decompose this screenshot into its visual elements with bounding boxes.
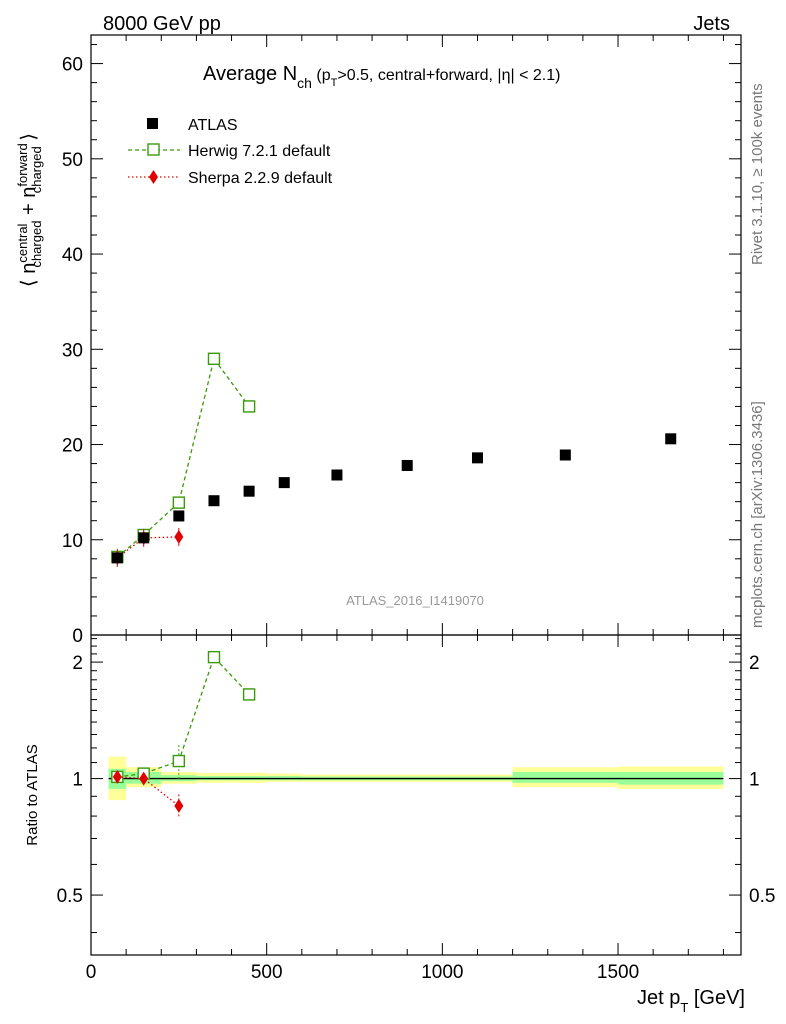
ratio-band-green-9 bbox=[512, 771, 619, 783]
main-atlas-point-3 bbox=[208, 495, 220, 507]
ratio-axis-ticks: 0.5 0.5 1 1 2 2 bbox=[57, 638, 775, 934]
ratio-sherpa-point-2 bbox=[174, 798, 184, 813]
rivet-version-label: Rivet 3.1.10, ≥ 100k events bbox=[749, 83, 766, 265]
main-atlas-point-4 bbox=[243, 485, 255, 497]
main-herwig-series bbox=[111, 352, 256, 564]
ratio-sherpa-line bbox=[117, 776, 180, 807]
ratio-sherpa-point-1 bbox=[139, 771, 149, 786]
x-label-sub: T bbox=[680, 1000, 688, 1015]
main-atlas-point-8 bbox=[471, 452, 483, 464]
ratio-y-tick-label-1: 1 bbox=[72, 770, 83, 791]
ratio-herwig-point-3 bbox=[207, 650, 221, 664]
x-tick-label-2: 1000 bbox=[421, 962, 463, 983]
ratio-sherpa-series bbox=[112, 769, 184, 819]
main-atlas-point-5 bbox=[278, 477, 290, 489]
title-sub: ch bbox=[297, 75, 312, 91]
main-axis-ticks: 0 10 20 30 40 50 60 bbox=[62, 44, 741, 647]
main-herwig-point-4 bbox=[242, 400, 256, 413]
main-y-tick-label-5: 50 bbox=[62, 150, 83, 171]
x-tick-label-3: 1500 bbox=[597, 962, 639, 983]
y-label-plus: + n bbox=[18, 187, 40, 221]
main-herwig-line bbox=[116, 357, 250, 558]
main-sherpa-point-2 bbox=[174, 529, 184, 544]
energy-label: 8000 GeV pp bbox=[103, 13, 221, 35]
ratio-herwig-point-4 bbox=[242, 688, 256, 701]
main-y-tick-label-4: 40 bbox=[62, 245, 83, 266]
main-herwig-point-3 bbox=[207, 352, 221, 366]
title-cond-sub: T bbox=[331, 77, 338, 89]
y-label-open: ⟨ n bbox=[18, 263, 40, 287]
ratio-y-tick-label-2: 2 bbox=[72, 653, 83, 674]
title-cond-open: (p bbox=[312, 67, 331, 84]
y-label-forward-super: forward bbox=[15, 143, 30, 186]
legend-atlas-marker bbox=[147, 118, 158, 129]
y-label-charged-sub-1: charged bbox=[29, 221, 44, 268]
main-herwig-point-2 bbox=[172, 496, 186, 509]
ratio-y-tick-label-0: 0.5 bbox=[57, 886, 83, 907]
legend-sherpa-label: Sherpa 2.2.9 default bbox=[188, 170, 333, 187]
title-cond-rest: >0.5, central+forward, |η| < 2.1) bbox=[337, 67, 560, 84]
legend: ATLAS Herwig 7.2.1 default Sherpa 2.2.9 … bbox=[128, 117, 333, 187]
ratio-y-tick-label-right-0: 0.5 bbox=[749, 886, 775, 907]
ratio-sherpa-point-0 bbox=[112, 769, 122, 784]
x-tick-label-1: 500 bbox=[251, 962, 283, 983]
main-y-tick-label-0: 0 bbox=[72, 626, 83, 647]
y-label-close: ⟩ bbox=[18, 133, 40, 146]
main-atlas-point-10 bbox=[665, 433, 677, 445]
legend-sherpa-marker bbox=[149, 170, 158, 184]
main-y-tick-label-3: 30 bbox=[62, 340, 83, 361]
main-y-tick-label-6: 60 bbox=[62, 55, 83, 76]
mcplots-label: mcplots.cern.ch [arXiv:1306.3436] bbox=[749, 401, 766, 628]
main-atlas-point-9 bbox=[559, 449, 571, 461]
legend-herwig-marker bbox=[147, 143, 160, 156]
ratio-y-axis-label: Ratio to ATLAS bbox=[24, 744, 41, 845]
y-label-charged-sub-2: charged bbox=[29, 146, 44, 193]
main-y-tick-label-1: 10 bbox=[62, 531, 83, 552]
x-label-main: Jet p bbox=[637, 987, 680, 1009]
main-atlas-point-6 bbox=[331, 469, 343, 481]
main-atlas-point-7 bbox=[401, 459, 413, 471]
ratio-y-tick-label-right-2: 2 bbox=[749, 653, 760, 674]
ratio-y-tick-label-right-1: 1 bbox=[749, 770, 760, 791]
legend-atlas-label: ATLAS bbox=[188, 117, 238, 134]
analysis-watermark: ATLAS_2016_I1419070 bbox=[346, 593, 484, 608]
legend-herwig-label: Herwig 7.2.1 default bbox=[188, 143, 331, 160]
main-atlas-point-0 bbox=[111, 552, 123, 564]
main-atlas-point-2 bbox=[173, 510, 185, 522]
title-main: Average N bbox=[203, 63, 297, 85]
ratio-plot-frame bbox=[90, 634, 742, 956]
ratio-herwig-point-2 bbox=[172, 754, 186, 768]
ratio-herwig-series bbox=[111, 650, 256, 784]
x-label-unit: [GeV] bbox=[688, 987, 745, 1009]
x-tick-label-0: 0 bbox=[86, 962, 97, 983]
x-axis-ticks: 0 500 1000 1500 bbox=[86, 35, 724, 983]
plot-title: Average Nch (pT>0.5, central+forward, |η… bbox=[203, 63, 560, 91]
main-atlas-point-1 bbox=[138, 532, 150, 544]
y-label-central-super: central bbox=[15, 223, 30, 262]
main-y-axis-label: ⟨ ncentralcharged + nforwardcharged ⟩ bbox=[15, 133, 44, 287]
main-atlas-series bbox=[111, 433, 677, 564]
ratio-uncertainty-bands bbox=[108, 756, 724, 801]
x-axis-label: Jet pT [GeV] bbox=[637, 987, 745, 1015]
main-y-tick-label-2: 20 bbox=[62, 436, 83, 457]
process-label: Jets bbox=[693, 13, 730, 35]
